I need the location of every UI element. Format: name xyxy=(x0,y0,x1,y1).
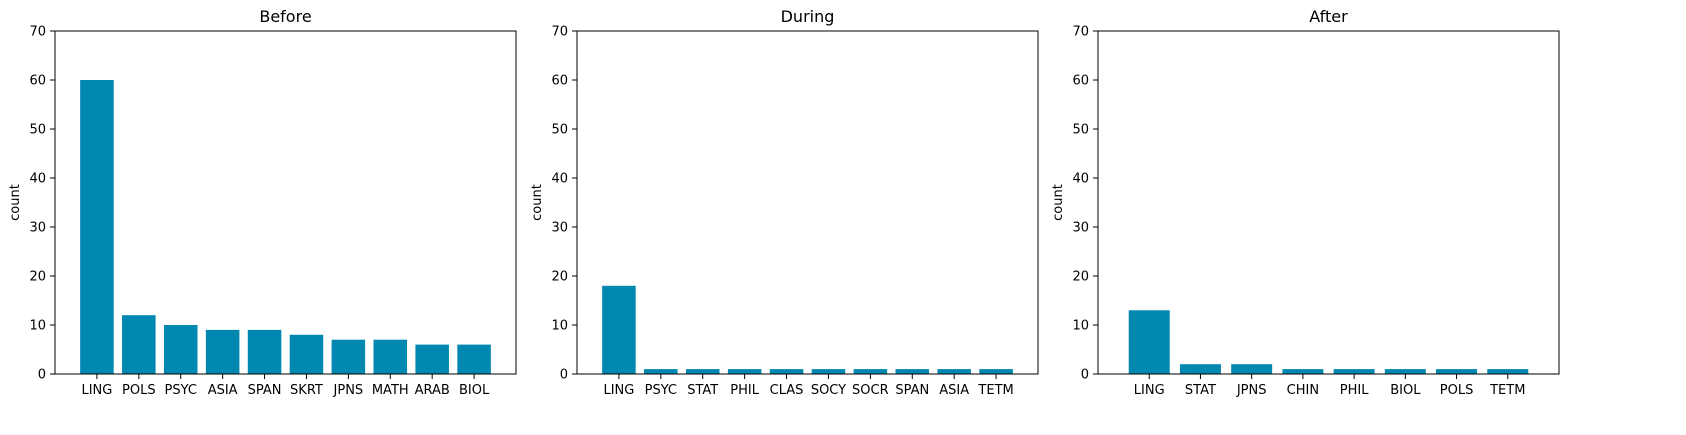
x-tick-label-asia: ASIA xyxy=(208,383,238,398)
bar-chin xyxy=(1282,369,1324,374)
bar-math xyxy=(373,339,408,374)
y-tick-label-0: 0 xyxy=(38,368,46,383)
bar-stat xyxy=(685,369,720,374)
y-tick-label-30: 30 xyxy=(1072,221,1089,236)
x-tick-label-pols: POLS xyxy=(1440,383,1474,398)
y-tick-label-20: 20 xyxy=(551,270,568,285)
axes-frame xyxy=(1097,30,1560,375)
bar-biol xyxy=(457,344,491,374)
y-tick-label-70: 70 xyxy=(1072,25,1089,40)
chart-panel-before: LING POLS PSYC ASIA SPAN SKRT JPNS MATH ARAB BIOL… xyxy=(8,7,517,398)
x-tick-label-biol: BIOL xyxy=(459,383,490,398)
bar-ling xyxy=(80,80,114,374)
x-tick-label-span: SPAN xyxy=(895,383,929,398)
x-tick-label-ling: LING xyxy=(81,383,112,398)
y-tick-label-40: 40 xyxy=(551,172,568,187)
x-tick-label-ling: LING xyxy=(1134,383,1165,398)
y-axis-label: count xyxy=(8,184,23,221)
bar-clas xyxy=(769,369,804,374)
bar-span xyxy=(247,329,282,374)
bar-skrt xyxy=(289,334,324,374)
bar-socy xyxy=(811,369,846,374)
y-tick-label-50: 50 xyxy=(551,123,568,138)
y-tick-label-50: 50 xyxy=(29,123,46,138)
x-tick-label-skrt: SKRT xyxy=(290,383,323,398)
x-tick-label-stat: STAT xyxy=(687,383,718,398)
y-tick-label-30: 30 xyxy=(29,221,46,236)
x-tick-label-jpns: JPNS xyxy=(1236,383,1267,398)
chart-title: During xyxy=(781,7,835,26)
y-tick-label-10: 10 xyxy=(551,319,568,334)
bar-arab xyxy=(415,344,449,374)
y-tick-label-60: 60 xyxy=(551,74,568,89)
axes-frame xyxy=(54,30,517,375)
chart-title: Before xyxy=(259,7,311,26)
bar-asia xyxy=(937,369,971,374)
x-tick-label-arab: ARAB xyxy=(415,383,450,398)
bar-phil xyxy=(1333,369,1375,374)
x-tick-label-ling: LING xyxy=(603,383,634,398)
y-tick-label-30: 30 xyxy=(551,221,568,236)
y-tick-label-0: 0 xyxy=(560,368,568,383)
bar-socr xyxy=(853,369,888,374)
x-tick-label-psyc: PSYC xyxy=(165,383,197,398)
bar-phil xyxy=(727,369,762,374)
y-tick-label-10: 10 xyxy=(29,319,46,334)
bar-span xyxy=(895,369,930,374)
x-tick-label-socr: SOCR xyxy=(852,383,889,398)
chart-panel-after: LING STAT JPNS CHIN PHIL BIOL POLS TETM 0 10 20 30 4… xyxy=(1051,7,1560,398)
bar-ling xyxy=(602,285,636,374)
x-tick-label-jpns: JPNS xyxy=(333,383,364,398)
y-tick-label-10: 10 xyxy=(1072,319,1089,334)
y-tick-label-60: 60 xyxy=(1072,74,1089,89)
bar-pols xyxy=(1436,369,1478,374)
bar-ling xyxy=(1128,310,1170,374)
bar-biol xyxy=(1384,369,1426,374)
x-tick-label-tetm: TETM xyxy=(1489,383,1525,398)
y-axis-label: count xyxy=(530,184,545,221)
y-tick-label-20: 20 xyxy=(1072,270,1089,285)
y-tick-label-60: 60 xyxy=(29,74,46,89)
bar-tetm xyxy=(979,369,1013,374)
bar-jpns xyxy=(1231,364,1273,374)
x-tick-label-pols: POLS xyxy=(122,383,156,398)
x-tick-label-phil: PHIL xyxy=(730,383,759,398)
y-tick-label-0: 0 xyxy=(1081,368,1089,383)
bar-tetm xyxy=(1487,369,1529,374)
y-tick-label-40: 40 xyxy=(1072,172,1089,187)
bar-jpns xyxy=(331,339,366,374)
axes-frame xyxy=(576,30,1039,375)
x-tick-label-socy: SOCY xyxy=(811,383,846,398)
bar-stat xyxy=(1179,364,1221,374)
x-tick-label-phil: PHIL xyxy=(1340,383,1369,398)
x-tick-label-tetm: TETM xyxy=(977,383,1013,398)
y-axis-label: count xyxy=(1051,184,1066,221)
chart-title: After xyxy=(1309,7,1348,26)
y-tick-label-70: 70 xyxy=(551,25,568,40)
x-tick-label-chin: CHIN xyxy=(1287,383,1319,398)
bar-psyc xyxy=(644,369,678,374)
y-tick-label-20: 20 xyxy=(29,270,46,285)
y-tick-label-40: 40 xyxy=(29,172,46,187)
x-tick-label-clas: CLAS xyxy=(770,383,804,398)
chart-panel-during: LING PSYC STAT PHIL CLAS SOCY SOCR SPAN ASIA TETM… xyxy=(530,7,1039,398)
x-tick-label-math: MATH xyxy=(372,383,409,398)
y-tick-label-70: 70 xyxy=(29,25,46,40)
bar-psyc xyxy=(163,325,198,374)
x-tick-label-biol: BIOL xyxy=(1390,383,1421,398)
x-tick-label-asia: ASIA xyxy=(939,383,969,398)
bar-asia xyxy=(205,329,240,374)
x-tick-label-stat: STAT xyxy=(1185,383,1216,398)
y-tick-label-50: 50 xyxy=(1072,123,1089,138)
x-tick-label-span: SPAN xyxy=(248,383,282,398)
x-tick-label-psyc: PSYC xyxy=(645,383,677,398)
bar-pols xyxy=(122,315,156,374)
